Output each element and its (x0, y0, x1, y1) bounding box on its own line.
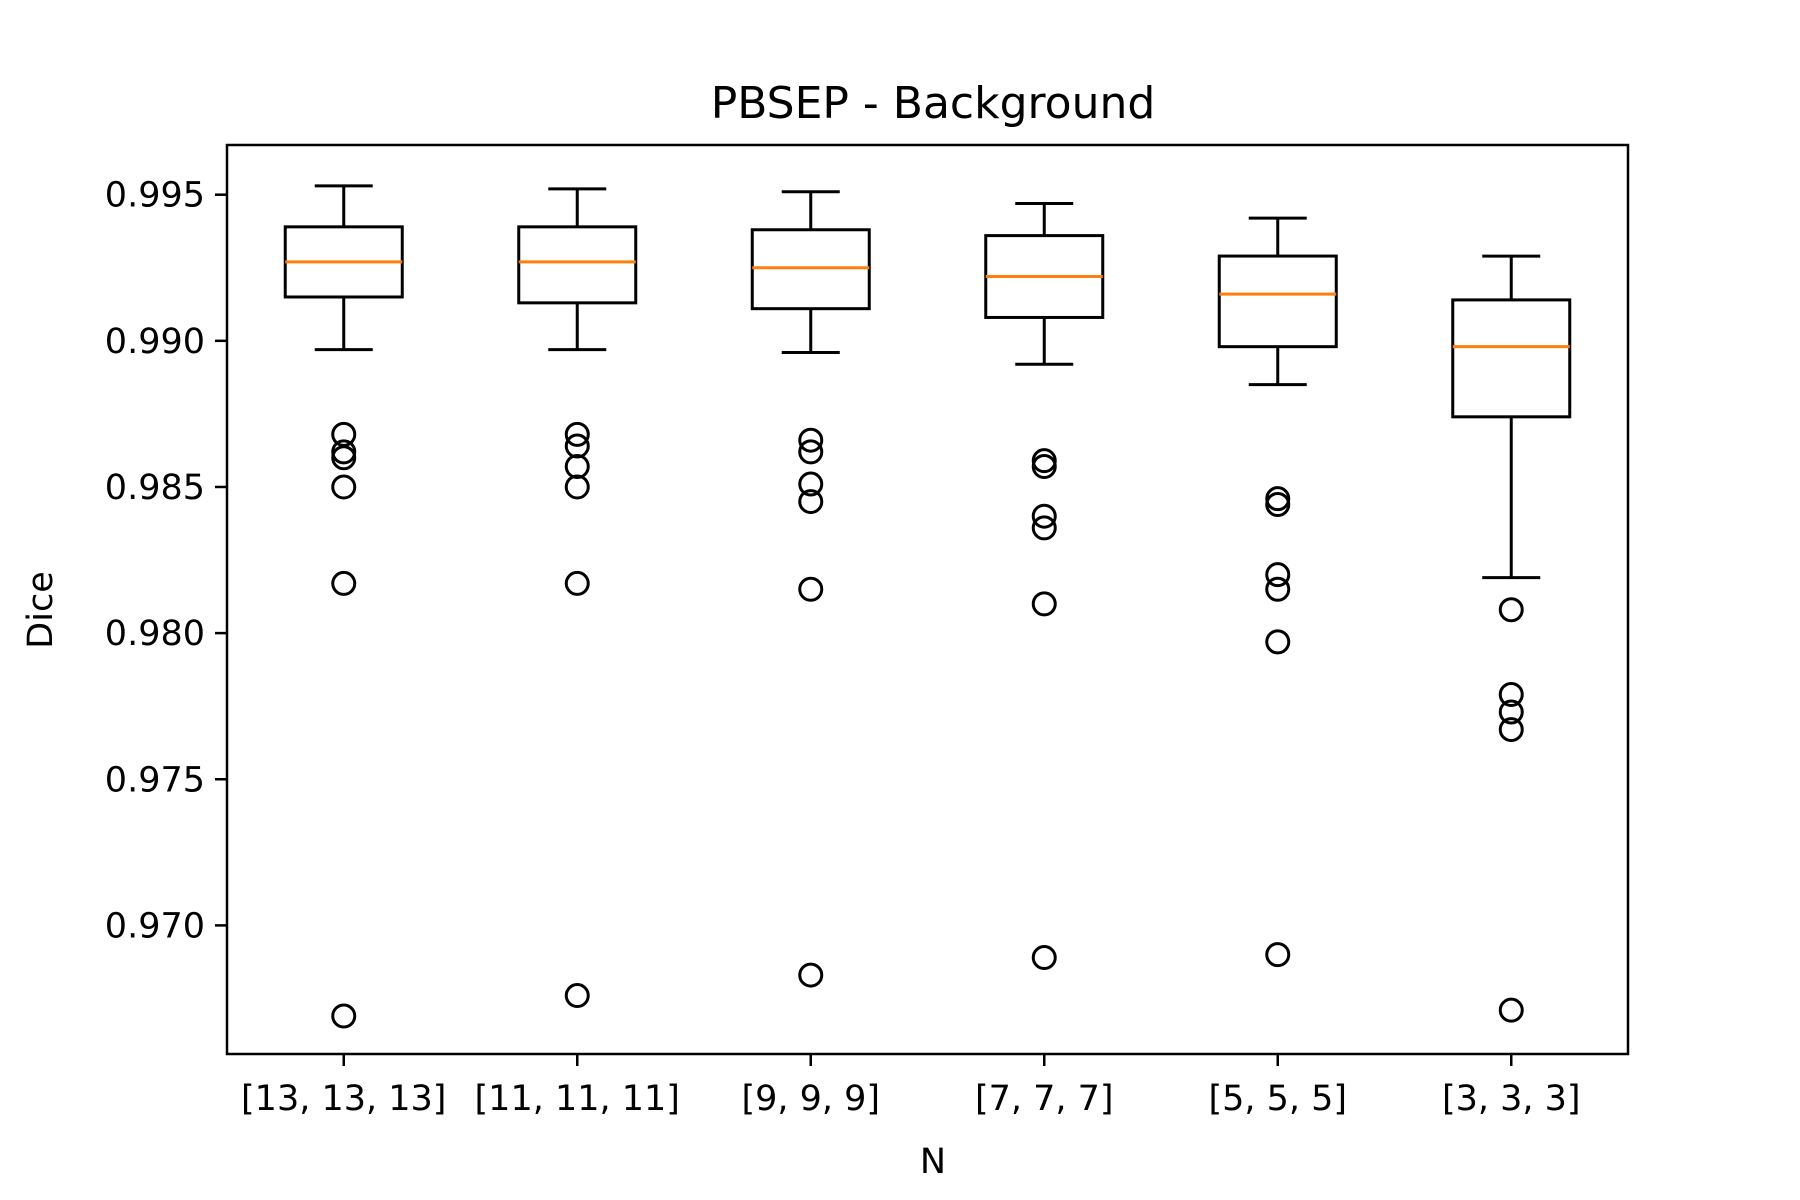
y-tick-label: 0.985 (105, 468, 205, 508)
outlier-point (798, 471, 824, 497)
iqr-box (517, 225, 638, 305)
outlier-point (564, 421, 590, 447)
outlier-point (1265, 492, 1291, 518)
outlier-point (798, 427, 824, 453)
y-axis-label: Dice (21, 571, 61, 648)
box-group-5 (1451, 254, 1572, 1023)
outlier-point (1031, 454, 1057, 480)
outlier-point (1031, 945, 1057, 971)
outlier-point (1031, 591, 1057, 617)
outlier-point (1265, 942, 1291, 968)
x-tick-label: [5, 5, 5] (1208, 1079, 1347, 1119)
x-tick-label: [13, 13, 13] (241, 1079, 446, 1119)
outlier-point (331, 1003, 357, 1029)
outlier-point (331, 570, 357, 596)
y-tick-label: 0.970 (105, 906, 205, 946)
chart-title: PBSEP - Background (711, 78, 1156, 129)
box-group-2 (750, 190, 871, 988)
y-tick-label: 0.975 (105, 760, 205, 800)
outlier-point (798, 439, 824, 465)
iqr-box (1217, 254, 1338, 349)
outlier-point (798, 962, 824, 988)
box-group-0 (283, 184, 404, 1029)
outlier-point (1498, 997, 1524, 1023)
box-group-1 (517, 187, 638, 1009)
outlier-point (1265, 562, 1291, 588)
plot-area: 0.995 0.990 0.985 0.980 0.975 0.970 [13, 13, 1… (105, 143, 1630, 1119)
x-tick-label: [7, 7, 7] (975, 1079, 1114, 1119)
outlier-point (564, 433, 590, 459)
outlier-point (564, 474, 590, 500)
box-group-3 (984, 201, 1105, 971)
x-tick-label: [3, 3, 3] (1442, 1079, 1581, 1119)
x-tick-label: [9, 9, 9] (741, 1079, 880, 1119)
outlier-point (1031, 515, 1057, 541)
outlier-point (331, 474, 357, 500)
outlier-point (331, 445, 357, 471)
outlier-point (1498, 597, 1524, 623)
y-tick-label: 0.995 (105, 176, 205, 216)
outlier-point (1498, 699, 1524, 725)
outlier-point (564, 570, 590, 596)
outlier-point (1031, 503, 1057, 529)
outlier-point (1498, 681, 1524, 707)
outlier-point (564, 983, 590, 1009)
y-tick-label: 0.990 (105, 322, 205, 362)
y-tick-label: 0.980 (105, 614, 205, 654)
plot-frame (225, 143, 1630, 1056)
outlier-point (1498, 717, 1524, 743)
outlier-point (1265, 576, 1291, 602)
iqr-box (1451, 298, 1572, 419)
outlier-point (1265, 629, 1291, 655)
outlier-point (798, 576, 824, 602)
outlier-point (564, 454, 590, 480)
x-axis-label: N (920, 1142, 946, 1182)
x-tick-label: [11, 11, 11] (475, 1079, 680, 1119)
outlier-point (798, 489, 824, 515)
box-group-4 (1217, 216, 1338, 968)
